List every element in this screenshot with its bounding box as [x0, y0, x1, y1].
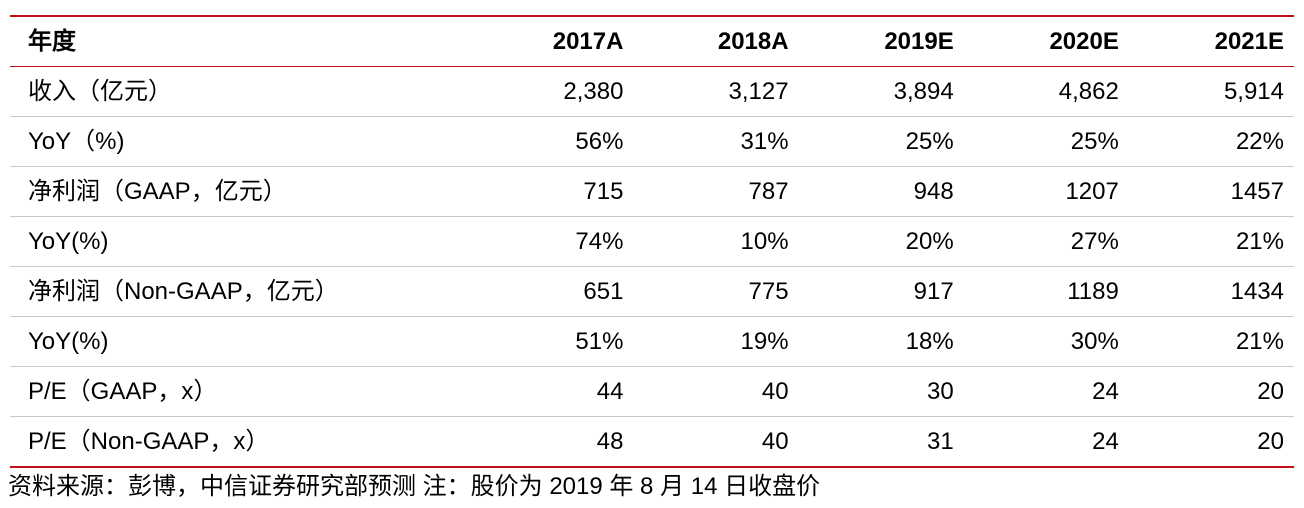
table-cell: 25%: [963, 116, 1129, 167]
table-cell: 44: [468, 366, 634, 417]
table-cell: 775: [633, 266, 799, 317]
financial-forecast-table: 年度 2017A 2018A 2019E 2020E 2021E 收入（亿元） …: [10, 17, 1294, 466]
table-cell: 4,862: [963, 66, 1129, 117]
table-cell: 48: [468, 416, 634, 466]
table-cell: 3,127: [633, 66, 799, 117]
table-row: P/E（Non-GAAP，x） 48 40 31 24 20: [10, 416, 1294, 466]
table-cell: 20%: [798, 216, 964, 267]
table-cell: 30%: [963, 316, 1129, 367]
table-cell: 1434: [1128, 266, 1294, 317]
column-header: 2020E: [1049, 27, 1119, 55]
table-cell: 715: [468, 166, 634, 217]
table-cell: 31%: [633, 116, 799, 167]
table-bottom-rule: [10, 466, 1294, 468]
column-header: 2019E: [884, 27, 954, 55]
column-header: 年度: [28, 27, 76, 55]
table-cell: 3,894: [798, 66, 964, 117]
table-cell: 20: [1128, 416, 1294, 466]
row-label: YoY(%): [10, 216, 469, 267]
table-cell: 5,914: [1128, 66, 1294, 117]
financial-table-container: 年度 2017A 2018A 2019E 2020E 2021E 收入（亿元） …: [10, 15, 1294, 468]
table-cell: 20: [1128, 366, 1294, 417]
row-label: 收入（亿元）: [10, 66, 469, 117]
table-cell: 40: [633, 366, 799, 417]
column-header: 2018A: [717, 27, 789, 55]
table-cell: 24: [963, 366, 1129, 417]
table-top-rule: [10, 15, 1294, 17]
table-cell: 21%: [1128, 216, 1294, 267]
table-cell: 22%: [1128, 116, 1294, 167]
table-cell: 51%: [468, 316, 634, 367]
table-cell: 31: [798, 416, 964, 466]
row-label: 净利润（GAAP，亿元）: [10, 166, 469, 217]
table-cell: 21%: [1128, 316, 1294, 367]
table-row: P/E（GAAP，x） 44 40 30 24 20: [10, 366, 1294, 417]
table-cell: 74%: [468, 216, 634, 267]
table-cell: 1457: [1128, 166, 1294, 217]
row-label: P/E（GAAP，x）: [10, 366, 469, 417]
table-row: YoY(%) 74% 10% 20% 27% 21%: [10, 216, 1294, 267]
table-cell: 1189: [963, 266, 1129, 317]
table-cell: 10%: [633, 216, 799, 267]
row-label: YoY（%): [10, 116, 469, 167]
table-cell: 651: [468, 266, 634, 317]
table-cell: 30: [798, 366, 964, 417]
table-cell: 56%: [468, 116, 634, 167]
table-cell: 2,380: [468, 66, 634, 117]
table-cell: 24: [963, 416, 1129, 466]
table-row: 净利润（GAAP，亿元） 715 787 948 1207 1457: [10, 166, 1294, 217]
table-row: YoY(%) 51% 19% 18% 30% 21%: [10, 316, 1294, 367]
column-header: 2017A: [552, 27, 624, 55]
table-cell: 25%: [798, 116, 964, 167]
row-label: YoY(%): [10, 316, 469, 367]
row-label: 净利润（Non-GAAP，亿元）: [10, 266, 469, 317]
table-cell: 19%: [633, 316, 799, 367]
table-row: 收入（亿元） 2,380 3,127 3,894 4,862 5,914: [10, 66, 1294, 117]
table-row: YoY（%) 56% 31% 25% 25% 22%: [10, 116, 1294, 167]
source-note: 资料来源：彭博，中信证券研究部预测 注：股价为 2019 年 8 月 14 日收…: [8, 473, 821, 500]
table-cell: 40: [633, 416, 799, 466]
table-cell: 787: [633, 166, 799, 217]
row-label: P/E（Non-GAAP，x）: [10, 416, 469, 466]
table-cell: 917: [798, 266, 964, 317]
table-cell: 18%: [798, 316, 964, 367]
table-cell: 1207: [963, 166, 1129, 217]
table-cell: 27%: [963, 216, 1129, 267]
table-row: 净利润（Non-GAAP，亿元） 651 775 917 1189 1434: [10, 266, 1294, 317]
column-header: 2021E: [1214, 27, 1284, 55]
table-cell: 948: [798, 166, 964, 217]
table-header-row: 年度 2017A 2018A 2019E 2020E 2021E: [10, 17, 1294, 67]
